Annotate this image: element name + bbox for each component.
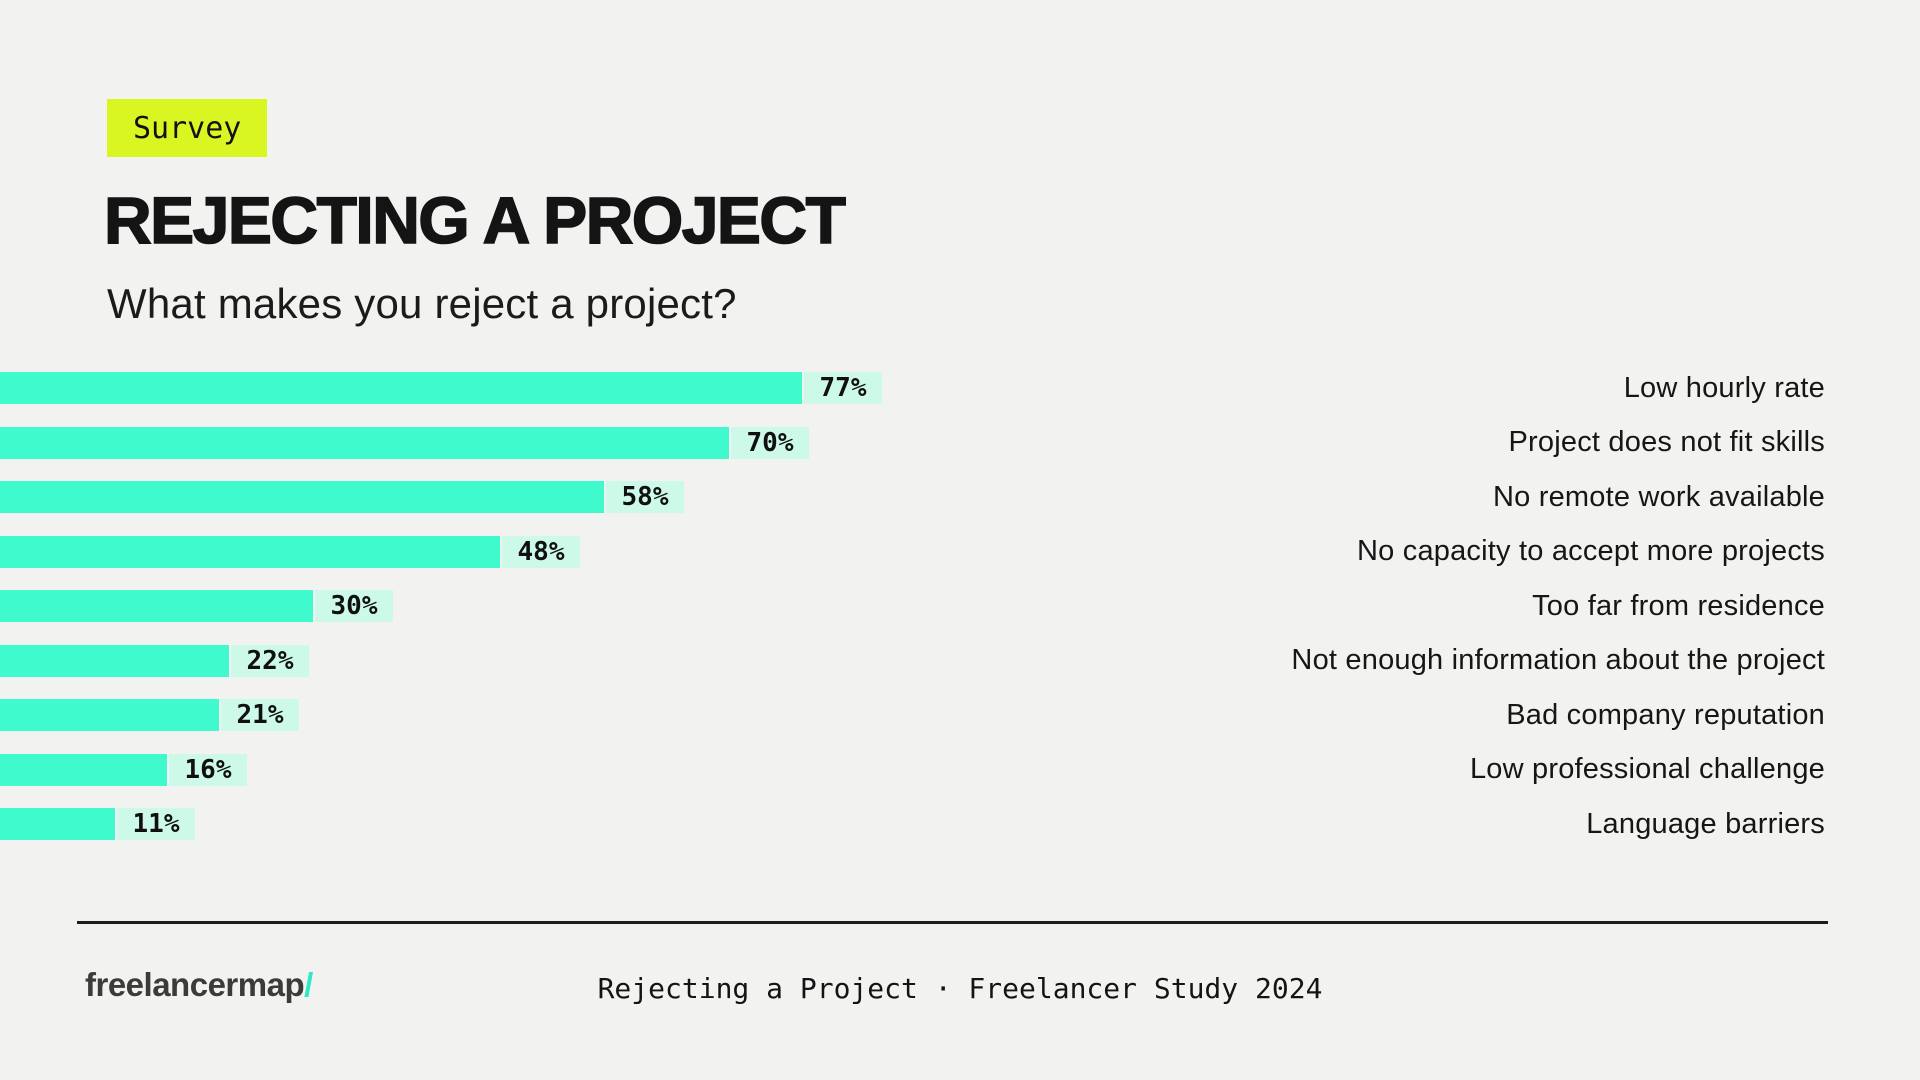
bar-row: 21% Bad company reputation <box>0 699 1920 731</box>
bar <box>0 372 802 404</box>
logo-slash-icon: / <box>304 966 313 1003</box>
bar-row: 70% Project does not fit skills <box>0 426 1920 459</box>
category-label: Not enough information about the project <box>1291 644 1825 676</box>
bar <box>0 426 729 459</box>
category-label: Bad company reputation <box>1506 698 1825 731</box>
freelancermap-logo: freelancermap/ <box>85 966 313 1004</box>
value-chip: 70% <box>731 426 809 459</box>
category-label: Low professional challenge <box>1469 753 1825 785</box>
bar-row: 22% Not enough information about the proj… <box>0 644 1920 677</box>
value-chip: 48% <box>502 535 580 568</box>
bar <box>0 753 167 786</box>
bar-row: 30% Too far from residence <box>0 590 1920 622</box>
value-chip: 77% <box>804 372 882 404</box>
category-label: Project does not fit skills <box>1508 426 1825 458</box>
category-label: No capacity to accept more projects <box>1357 535 1825 567</box>
value-chip: 58% <box>606 481 684 513</box>
category-label: Language barriers <box>1586 807 1825 840</box>
bar-row: 58% No remote work available <box>0 481 1920 513</box>
page-subtitle: What makes you reject a project? <box>107 280 737 327</box>
category-label: Too far from residence <box>1532 589 1825 622</box>
bar-row: 48% No capacity to accept more projects <box>0 535 1920 568</box>
value-chip: 30% <box>315 590 393 622</box>
footer-caption: Rejecting a Project · Freelancer Study 2… <box>597 972 1323 1005</box>
category-label: No remote work available <box>1493 480 1825 513</box>
bar-row: 11% Language barriers <box>0 808 1920 840</box>
category-label: Low hourly rate <box>1623 371 1825 404</box>
page-title: REJECTING A PROJECT <box>103 182 847 258</box>
value-chip: 11% <box>117 808 195 840</box>
bar <box>0 590 313 622</box>
logo-wordmark: freelancermap <box>85 966 305 1003</box>
bar-row: 77% Low hourly rate <box>0 372 1920 404</box>
survey-badge: Survey <box>107 99 268 157</box>
value-chip: 16% <box>169 753 247 786</box>
value-chip: 22% <box>231 644 309 677</box>
bar <box>0 535 500 568</box>
footer-divider <box>77 921 1828 924</box>
bar <box>0 644 229 677</box>
bar <box>0 481 604 513</box>
value-chip: 21% <box>221 699 299 731</box>
bar <box>0 699 219 731</box>
bar-row: 16% Low professional challenge <box>0 753 1920 786</box>
bar <box>0 808 115 840</box>
